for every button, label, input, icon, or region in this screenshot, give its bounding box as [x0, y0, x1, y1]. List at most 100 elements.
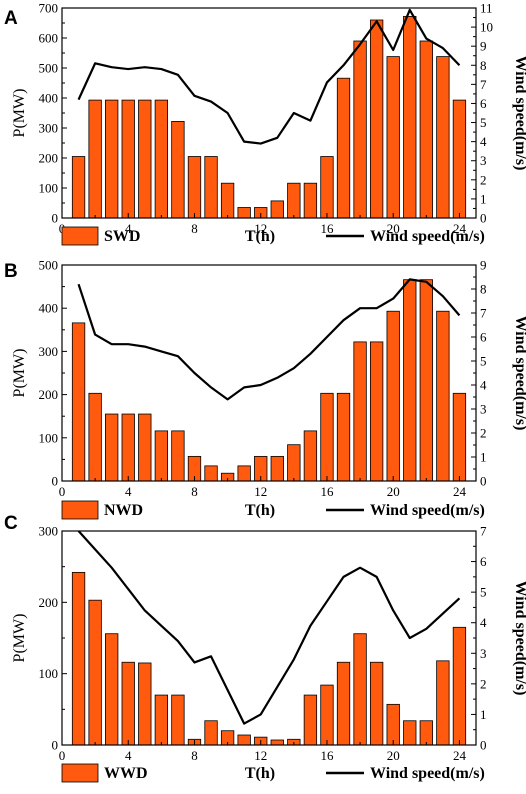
y-axis-label: P(MW)	[11, 349, 28, 398]
wind-speed-line	[77, 8, 461, 145]
y-tick-label: 300	[39, 344, 59, 359]
bar	[88, 99, 102, 219]
bar	[386, 310, 400, 482]
bar	[303, 182, 318, 219]
bar	[204, 156, 218, 219]
bar	[353, 40, 367, 219]
legend-line-label: Wind speed(m/s)	[370, 228, 485, 245]
y2-tick-label: 6	[480, 330, 487, 345]
y-tick-label: 200	[39, 595, 59, 610]
bar	[419, 720, 433, 746]
bar	[353, 633, 367, 746]
x-tick-label: 24	[453, 748, 467, 763]
y2-axis-label: Wind speed(m/s)	[512, 581, 526, 696]
y-tick-label: 500	[39, 61, 59, 76]
bar	[320, 684, 334, 746]
bar	[187, 156, 202, 219]
legend-bar-label: WWD	[104, 765, 148, 782]
y2-tick-label: 7	[480, 77, 487, 92]
bar	[369, 341, 384, 482]
bar	[138, 99, 152, 219]
bar	[121, 413, 135, 482]
bar	[237, 734, 251, 746]
bar	[403, 15, 417, 219]
y2-tick-label: 5	[480, 115, 487, 130]
y2-tick-label: 1	[480, 191, 487, 206]
y-tick-label: 0	[52, 211, 59, 226]
bar	[369, 661, 384, 746]
bar	[204, 720, 218, 746]
bar	[369, 19, 384, 219]
panel-letter: A	[4, 8, 18, 29]
y2-tick-label: 4	[480, 378, 487, 393]
x-tick-label: 12	[254, 748, 267, 763]
bar	[320, 156, 334, 219]
bar	[336, 661, 351, 746]
x-tick-label: 0	[59, 748, 66, 763]
y-axis-label: P(MW)	[11, 89, 28, 138]
bar	[303, 694, 318, 746]
y2-tick-label: 6	[480, 96, 487, 111]
bar	[71, 571, 86, 746]
y2-tick-label: 2	[480, 426, 487, 441]
y2-tick-label: 3	[480, 153, 487, 168]
y2-tick-label: 2	[480, 172, 487, 187]
y-tick-label: 500	[39, 258, 59, 273]
y2-tick-label: 7	[480, 306, 487, 321]
bar	[386, 703, 400, 746]
x-tick-label: 16	[320, 221, 334, 236]
y2-tick-label: 9	[480, 39, 487, 54]
bar	[287, 182, 301, 219]
bar	[452, 99, 467, 219]
y-tick-label: 400	[39, 91, 59, 106]
bar	[88, 599, 102, 746]
bar	[452, 392, 467, 482]
x-tick-label: 4	[125, 748, 132, 763]
y2-axis-label: Wind speed(m/s)	[512, 316, 526, 431]
bar	[237, 465, 251, 482]
bar	[419, 40, 433, 219]
bar	[121, 99, 135, 219]
bar	[154, 430, 169, 482]
y2-tick-label: 6	[480, 554, 487, 569]
panel-a: A010020030040050060070001234567891011048…	[4, 1, 526, 246]
y-tick-label: 100	[39, 666, 59, 681]
y-tick-label: 300	[39, 524, 59, 539]
bar-series	[71, 15, 467, 219]
y-tick-label: 600	[39, 31, 59, 46]
y-tick-label: 200	[39, 387, 59, 402]
bar	[237, 207, 251, 219]
y-tick-label: 100	[39, 430, 59, 445]
bar	[403, 720, 417, 746]
bar	[270, 455, 284, 482]
bar	[204, 465, 218, 482]
bar	[336, 77, 351, 219]
x-tick-label: 20	[387, 221, 400, 236]
x-tick-label: 8	[191, 748, 198, 763]
x-axis-label: T(h)	[245, 228, 275, 245]
y2-tick-label: 10	[480, 20, 493, 35]
y-axis-label: P(MW)	[11, 614, 28, 663]
x-tick-label: 24	[453, 484, 467, 499]
y2-tick-label: 11	[480, 1, 493, 16]
bar	[270, 200, 284, 219]
y2-tick-label: 0	[480, 474, 487, 489]
x-axis-label: T(h)	[245, 765, 275, 782]
y-tick-label: 300	[39, 121, 59, 136]
bar	[105, 413, 119, 482]
bar	[452, 626, 467, 746]
bar	[386, 56, 400, 219]
bar	[320, 392, 334, 482]
y-tick-label: 0	[52, 738, 59, 753]
y2-tick-label: 5	[480, 585, 487, 600]
bar	[436, 660, 450, 746]
x-tick-label: 20	[387, 484, 400, 499]
y2-tick-label: 5	[480, 354, 487, 369]
bar	[138, 662, 152, 746]
legend-line-label: Wind speed(m/s)	[370, 502, 485, 519]
bar	[171, 694, 185, 746]
bar	[436, 310, 450, 482]
